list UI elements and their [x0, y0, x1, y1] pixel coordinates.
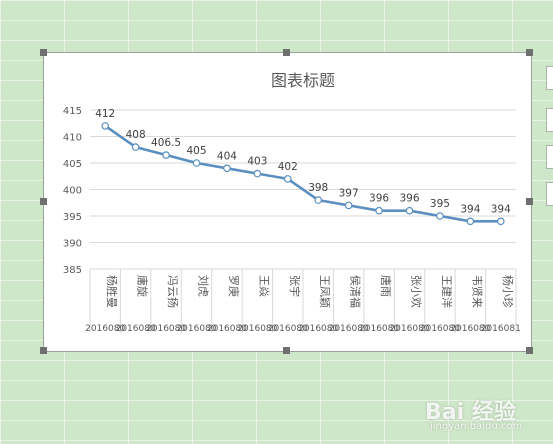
data-point: [436, 212, 444, 220]
x-category-label: 王凤颖: [318, 275, 331, 308]
x-id-label: 2016080: [420, 324, 460, 334]
x-category-label: 庸旋: [136, 275, 150, 297]
x-id-label: 2016080: [389, 324, 429, 334]
y-tick-label: 395: [63, 212, 82, 223]
chart-object[interactable]: 图表标题 385 390 395 400 405 410 415 杨胜曼 庸旋 冯云扬 刘虎 罗庚 王焱张…: [43, 52, 532, 352]
resize-handle-bottom-right[interactable]: [526, 347, 533, 354]
y-tick-label: 410: [63, 133, 82, 144]
y-tick-label: 405: [63, 159, 82, 170]
chart-elements-button[interactable]: [546, 66, 553, 90]
data-label: 408: [126, 129, 146, 141]
data-point: [496, 217, 505, 226]
x-id-label: 2016080: [146, 324, 186, 334]
x-id-label: 2016080: [450, 324, 490, 334]
data-point: [375, 206, 383, 215]
data-label: 398: [308, 182, 328, 194]
y-tick-label: 400: [63, 186, 82, 197]
chart-styles-button[interactable]: [546, 108, 553, 132]
y-tick-label: 415: [63, 106, 82, 117]
data-label: 412: [95, 108, 115, 120]
x-id-label: 2016081: [481, 324, 521, 334]
data-point: [466, 217, 475, 226]
x-id-label: 2016080: [116, 324, 156, 334]
x-category-label: 张宇: [288, 275, 301, 297]
data-label: 394: [460, 203, 480, 215]
watermark-url: jingyan.baidu.com: [430, 421, 523, 432]
resize-handle-right[interactable]: [526, 198, 533, 205]
x-id-label: 2016080: [298, 324, 338, 334]
resize-handle-bottom[interactable]: [283, 347, 290, 354]
data-point: [192, 159, 201, 167]
series-line: [104, 124, 501, 223]
x-id-label: 2016080: [268, 324, 308, 334]
y-tick-label: 385: [63, 265, 82, 276]
x-category-label: 杨小珍: [501, 275, 515, 308]
x-id-label: 2016080: [359, 324, 399, 334]
x-id-label: 2016080: [207, 324, 247, 334]
data-label: 396: [399, 193, 419, 205]
line-chart: 图表标题385390395400405410415杨胜曼 庸旋 冯云扬 刘虎 罗庚 王焱张…: [63, 71, 521, 334]
x-category-label: 杨胜曼: [105, 275, 119, 308]
data-point: [223, 164, 231, 173]
x-category-label: 王焱: [257, 275, 270, 297]
resize-handle-top-right[interactable]: [526, 49, 533, 56]
data-label: 404: [217, 150, 237, 162]
x-category-label: 唐雨: [379, 275, 393, 297]
data-label: 397: [339, 187, 359, 199]
chart-filters-button[interactable]: [546, 145, 553, 169]
x-id-label: 2016080: [176, 324, 216, 334]
data-label: 396: [369, 193, 389, 205]
y-tick-label: 390: [63, 239, 82, 250]
chart-more-button[interactable]: [546, 182, 553, 206]
data-label: 394: [491, 203, 511, 215]
resize-handle-bottom-left[interactable]: [40, 347, 47, 354]
x-category-label: 张小欢: [410, 275, 424, 308]
resize-handle-top[interactable]: [283, 49, 290, 56]
x-category-label: 刘虎: [197, 275, 210, 297]
watermark-brand: Bai 经验: [425, 400, 516, 425]
data-point: [314, 196, 323, 204]
resize-handle-top-left[interactable]: [40, 49, 47, 56]
data-label: 403: [247, 156, 267, 168]
data-point: [131, 143, 140, 151]
data-point: [162, 151, 170, 159]
x-category-label: 王建洋: [440, 275, 454, 308]
x-category-label: 罗庚: [227, 275, 241, 297]
data-label: 395: [430, 198, 450, 210]
data-label: 405: [186, 145, 206, 157]
x-id-label: 2016080: [237, 324, 277, 334]
data-point: [101, 122, 110, 130]
x-category-label: 韦贤来: [470, 275, 483, 308]
data-point: [405, 206, 414, 215]
chart-title: 图表标题: [271, 71, 335, 90]
data-label: 406.5: [151, 137, 181, 149]
x-category-label: 侯清福: [349, 275, 363, 308]
data-point: [253, 169, 262, 178]
data-point: [344, 201, 353, 210]
resize-handle-left[interactable]: [40, 198, 47, 205]
x-id-label: 2016080: [329, 324, 369, 334]
x-category-label: 冯云扬: [166, 275, 180, 308]
data-point: [283, 175, 292, 183]
data-label: 402: [278, 161, 298, 173]
x-id-label: 2016080: [85, 324, 125, 334]
